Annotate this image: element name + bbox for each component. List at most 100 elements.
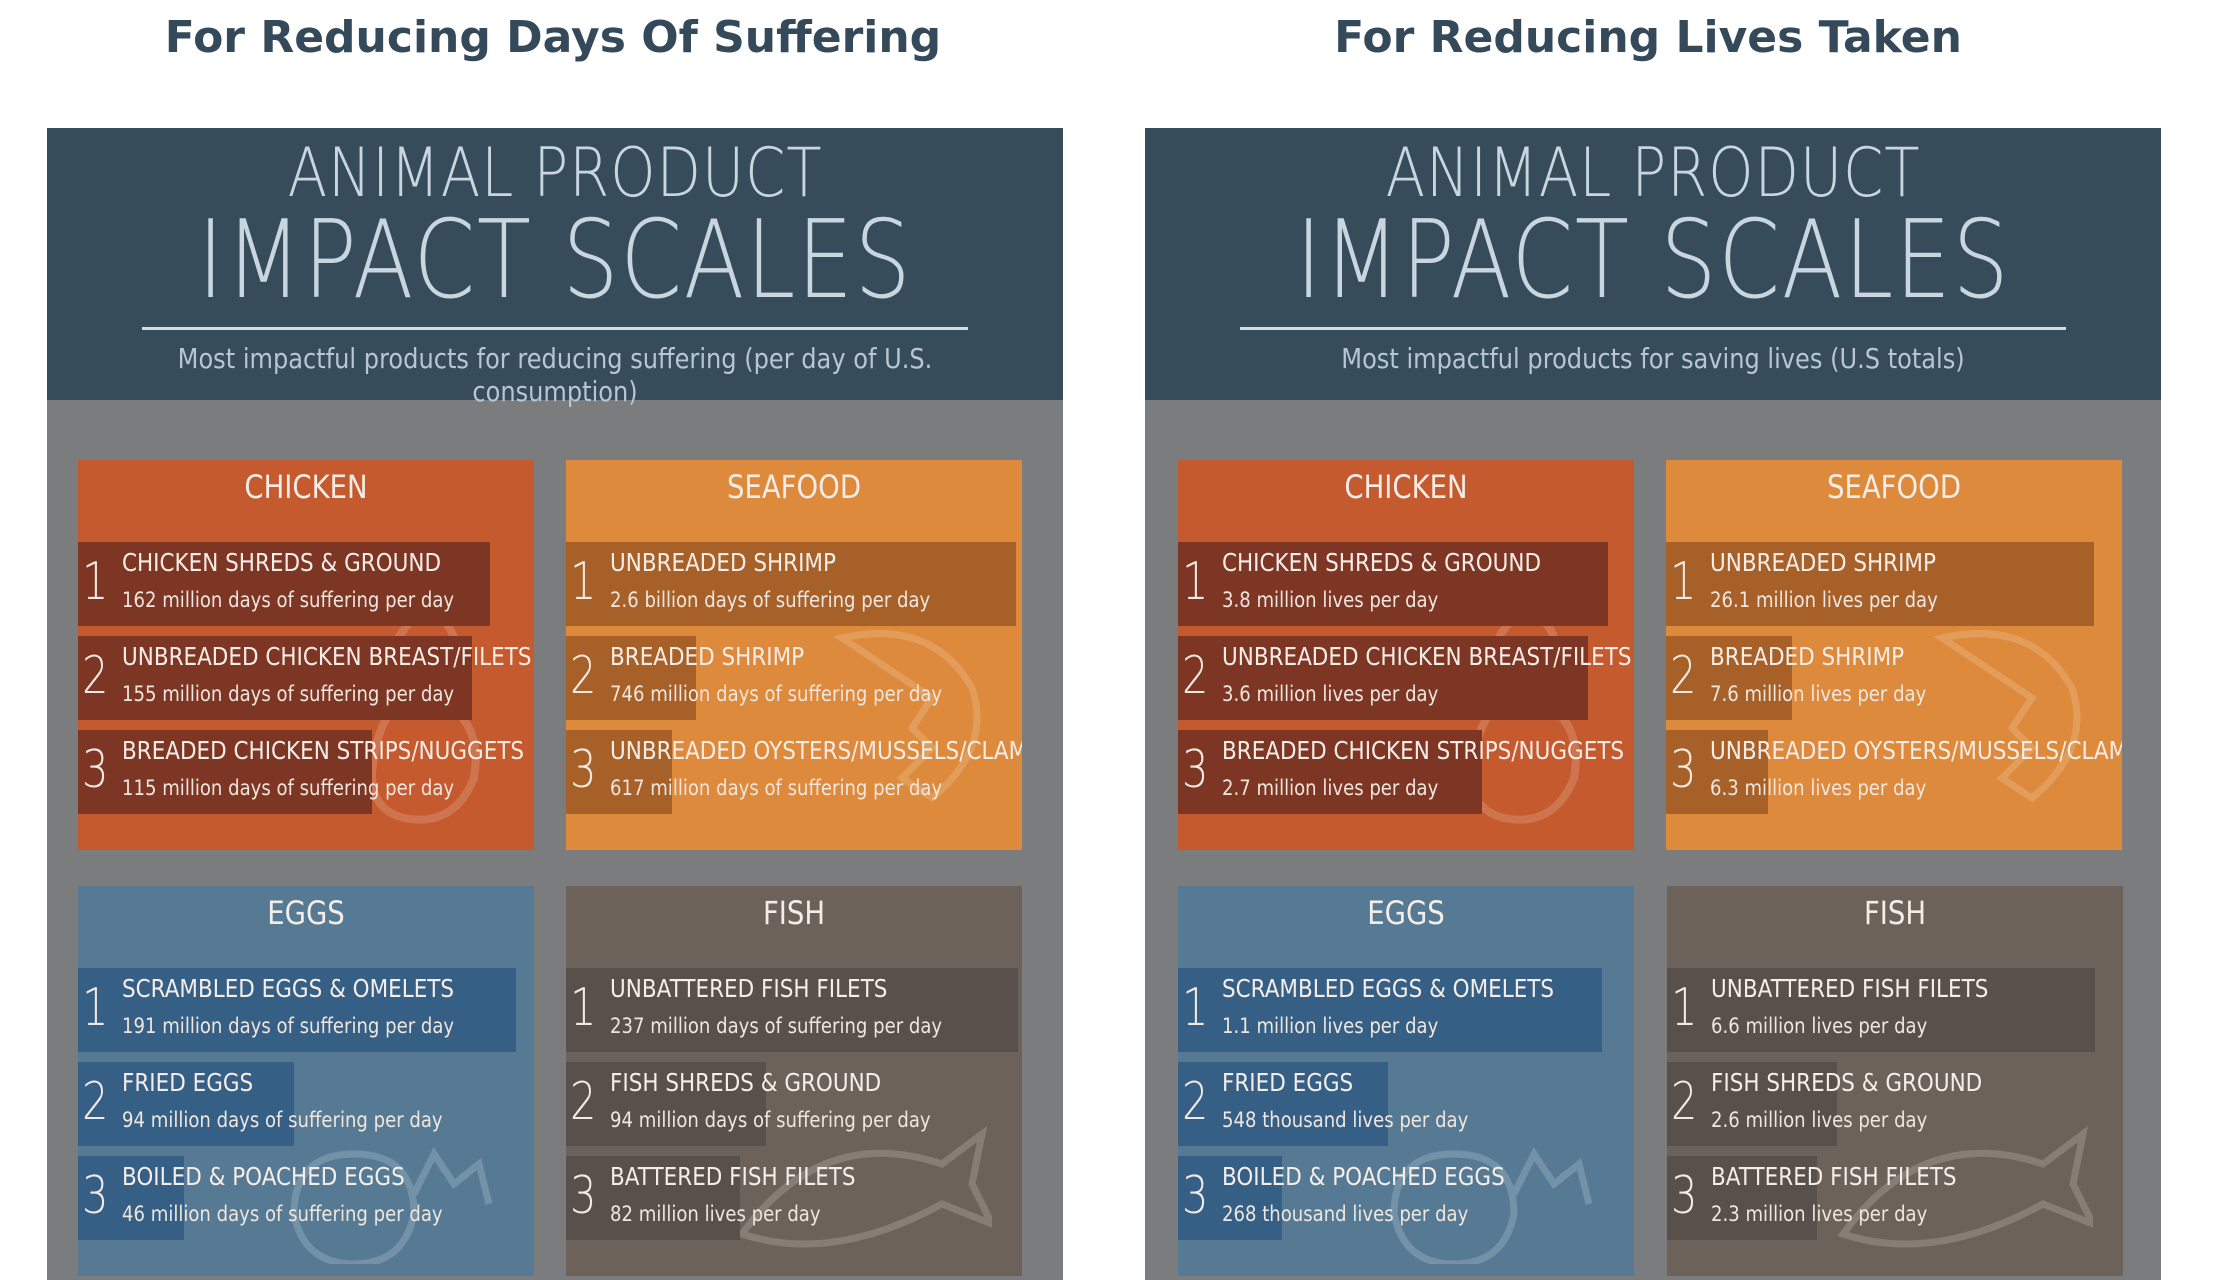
category-title: SEAFOOD xyxy=(1698,468,2090,506)
rank-item: 3 BOILED & POACHED EGGS 46 million days … xyxy=(78,1156,184,1240)
rank-stat: 191 million days of suffering per day xyxy=(122,1014,454,1038)
rank-item: 1 UNBREADED SHRIMP 2.6 billion days of s… xyxy=(566,542,1016,626)
rank-stat: 6.3 million lives per day xyxy=(1710,776,1926,800)
rank-number: 2 xyxy=(82,646,108,706)
rank-number: 2 xyxy=(1671,1072,1697,1132)
banner-title-line2: IMPACT SCALES xyxy=(138,198,971,323)
rank-stat: 6.6 million lives per day xyxy=(1711,1014,1927,1038)
category-seafood: SEAFOOD 1 UNBREADED SHRIMP 26.1 million … xyxy=(1666,460,2122,850)
banner-divider xyxy=(1240,327,2066,330)
rank-name: FRIED EGGS xyxy=(122,1068,253,1097)
rank-name: FISH SHREDS & GROUND xyxy=(1711,1068,1982,1097)
shrimp-icon xyxy=(822,608,992,838)
rank-name: SCRAMBLED EGGS & OMELETS xyxy=(1222,974,1554,1003)
banner-divider xyxy=(142,327,968,330)
rank-name: UNBREADED SHRIMP xyxy=(1710,548,1936,577)
rank-name: BREADED CHICKEN STRIPS/NUGGETS xyxy=(1222,736,1624,765)
rank-name: CHICKEN SHREDS & GROUND xyxy=(1222,548,1541,577)
rank-item: 2 FISH SHREDS & GROUND 2.6 million lives… xyxy=(1667,1062,1837,1146)
rank-item: 2 FRIED EGGS 548 thousand lives per day xyxy=(1178,1062,1388,1146)
rank-number: 2 xyxy=(1182,646,1208,706)
category-title: SEAFOOD xyxy=(598,468,990,506)
rank-stat: 548 thousand lives per day xyxy=(1222,1108,1468,1132)
rank-stat: 2.3 million lives per day xyxy=(1711,1202,1927,1226)
rank-item: 3 BATTERED FISH FILETS 2.3 million lives… xyxy=(1667,1156,1817,1240)
rank-name: UNBATTERED FISH FILETS xyxy=(610,974,887,1003)
category-seafood: SEAFOOD 1 UNBREADED SHRIMP 2.6 billion d… xyxy=(566,460,1022,850)
rank-number: 3 xyxy=(570,1166,596,1226)
column-heading-lives: For Reducing Lives Taken xyxy=(1148,12,2148,63)
rank-item: 1 CHICKEN SHREDS & GROUND 162 million da… xyxy=(78,542,490,626)
rank-name: UNBREADED CHICKEN BREAST/FILETS xyxy=(1222,642,1632,671)
category-chicken: CHICKEN 1 CHICKEN SHREDS & GROUND 3.8 mi… xyxy=(1178,460,1634,850)
category-eggs: EGGS 1 SCRAMBLED EGGS & OMELETS 1.1 mill… xyxy=(1178,886,1634,1276)
rank-stat: 617 million days of suffering per day xyxy=(610,776,942,800)
banner-subtitle: Most impactful products for saving lives… xyxy=(1216,342,2090,375)
rank-item: 2 BREADED SHRIMP 746 million days of suf… xyxy=(566,636,696,720)
rank-stat: 94 million days of suffering per day xyxy=(610,1108,931,1132)
column-heading-suffering: For Reducing Days Of Suffering xyxy=(53,12,1053,63)
rank-item: 2 BREADED SHRIMP 7.6 million lives per d… xyxy=(1666,636,1792,720)
rank-item: 3 BATTERED FISH FILETS 82 million lives … xyxy=(566,1156,740,1240)
rank-number: 3 xyxy=(1670,740,1696,800)
rank-name: BATTERED FISH FILETS xyxy=(1711,1162,1957,1191)
rank-item: 1 UNBREADED SHRIMP 26.1 million lives pe… xyxy=(1666,542,2094,626)
rank-stat: 26.1 million lives per day xyxy=(1710,588,1938,612)
rank-number: 3 xyxy=(570,740,596,800)
category-fish: FISH 1 UNBATTERED FISH FILETS 237 millio… xyxy=(566,886,1022,1276)
rank-number: 3 xyxy=(1671,1166,1697,1226)
category-chicken: CHICKEN 1 CHICKEN SHREDS & GROUND 162 mi… xyxy=(78,460,534,850)
infographic-lives: ANIMAL PRODUCT IMPACT SCALES Most impact… xyxy=(1145,128,2161,1280)
rank-number: 3 xyxy=(1182,740,1208,800)
infographic-banner: ANIMAL PRODUCT IMPACT SCALES Most impact… xyxy=(47,128,1063,400)
rank-stat: 46 million days of suffering per day xyxy=(122,1202,443,1226)
category-title: FISH xyxy=(1699,894,2091,932)
rank-name: SCRAMBLED EGGS & OMELETS xyxy=(122,974,454,1003)
banner-subtitle: Most impactful products for reducing suf… xyxy=(118,342,992,408)
rank-stat: 3.6 million lives per day xyxy=(1222,682,1438,706)
rank-stat: 7.6 million lives per day xyxy=(1710,682,1926,706)
rank-number: 3 xyxy=(82,740,108,800)
rank-number: 1 xyxy=(570,552,596,612)
rank-item: 1 SCRAMBLED EGGS & OMELETS 1.1 million l… xyxy=(1178,968,1602,1052)
infographic-suffering: ANIMAL PRODUCT IMPACT SCALES Most impact… xyxy=(47,128,1063,1280)
category-eggs: EGGS 1 SCRAMBLED EGGS & OMELETS 191 mill… xyxy=(78,886,534,1276)
rank-item: 2 FISH SHREDS & GROUND 94 million days o… xyxy=(566,1062,766,1146)
infographic-banner: ANIMAL PRODUCT IMPACT SCALES Most impact… xyxy=(1145,128,2161,400)
rank-stat: 3.8 million lives per day xyxy=(1222,588,1438,612)
rank-stat: 2.7 million lives per day xyxy=(1222,776,1438,800)
rank-number: 1 xyxy=(1671,978,1697,1038)
rank-number: 2 xyxy=(1670,646,1696,706)
rank-item: 2 UNBREADED CHICKEN BREAST/FILETS 3.6 mi… xyxy=(1178,636,1588,720)
rank-item: 1 CHICKEN SHREDS & GROUND 3.8 million li… xyxy=(1178,542,1608,626)
rank-number: 3 xyxy=(1182,1166,1208,1226)
rank-number: 2 xyxy=(570,1072,596,1132)
rank-name: FRIED EGGS xyxy=(1222,1068,1353,1097)
rank-number: 1 xyxy=(570,978,596,1038)
rank-stat: 2.6 billion days of suffering per day xyxy=(610,588,930,612)
rank-stat: 162 million days of suffering per day xyxy=(122,588,454,612)
rank-name: BATTERED FISH FILETS xyxy=(610,1162,856,1191)
rank-item: 1 UNBATTERED FISH FILETS 6.6 million liv… xyxy=(1667,968,2095,1052)
rank-name: UNBREADED CHICKEN BREAST/FILETS xyxy=(122,642,532,671)
rank-name: UNBREADED OYSTERS/MUSSELS/CLAMS xyxy=(610,736,1022,765)
rank-number: 2 xyxy=(1182,1072,1208,1132)
rank-item: 2 FRIED EGGS 94 million days of sufferin… xyxy=(78,1062,294,1146)
rank-stat: 115 million days of suffering per day xyxy=(122,776,454,800)
rank-name: CHICKEN SHREDS & GROUND xyxy=(122,548,441,577)
rank-number: 1 xyxy=(1182,552,1208,612)
category-fish: FISH 1 UNBATTERED FISH FILETS 6.6 millio… xyxy=(1667,886,2123,1276)
rank-stat: 82 million lives per day xyxy=(610,1202,821,1226)
rank-item: 2 UNBREADED CHICKEN BREAST/FILETS 155 mi… xyxy=(78,636,472,720)
rank-number: 1 xyxy=(1670,552,1696,612)
rank-number: 1 xyxy=(82,552,108,612)
rank-item: 1 SCRAMBLED EGGS & OMELETS 191 million d… xyxy=(78,968,516,1052)
rank-name: FISH SHREDS & GROUND xyxy=(610,1068,881,1097)
rank-item: 3 UNBREADED OYSTERS/MUSSELS/CLAMS 617 mi… xyxy=(566,730,672,814)
shrimp-icon xyxy=(1922,608,2092,838)
category-title: EGGS xyxy=(1210,894,1602,932)
rank-stat: 94 million days of suffering per day xyxy=(122,1108,443,1132)
category-title: CHICKEN xyxy=(110,468,502,506)
rank-name: BREADED SHRIMP xyxy=(1710,642,1904,671)
category-title: FISH xyxy=(598,894,990,932)
